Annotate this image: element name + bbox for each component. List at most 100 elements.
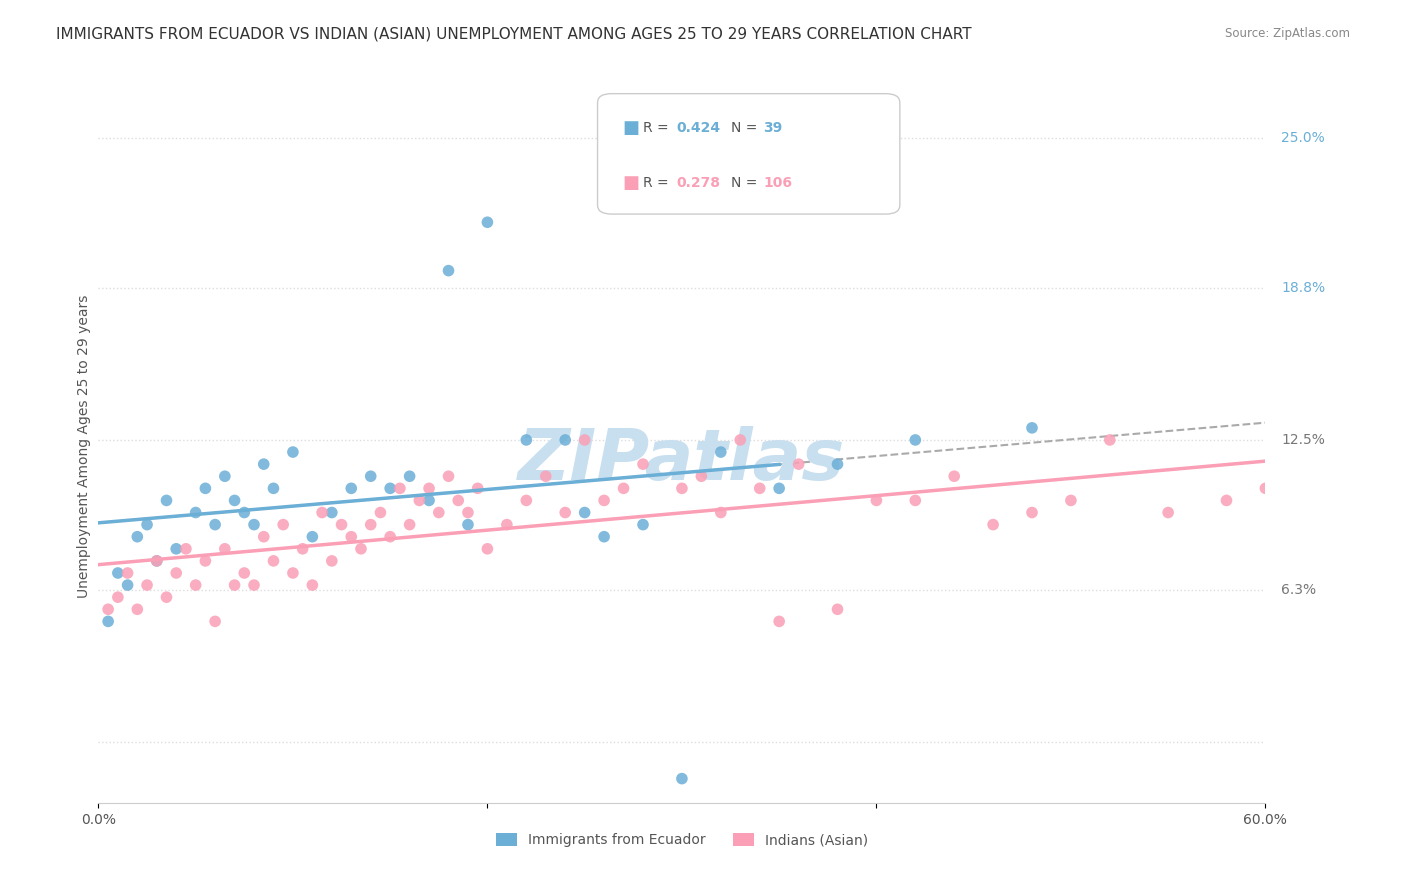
Text: 0.278: 0.278 xyxy=(676,176,720,190)
Point xyxy=(943,469,966,483)
Point xyxy=(1098,433,1121,447)
Point xyxy=(865,493,887,508)
Point xyxy=(97,602,120,616)
Point xyxy=(534,469,557,483)
Point xyxy=(127,602,149,616)
Point xyxy=(194,481,217,495)
Y-axis label: Unemployment Among Ages 25 to 29 years: Unemployment Among Ages 25 to 29 years xyxy=(77,294,91,598)
Point xyxy=(388,481,411,495)
Legend: Immigrants from Ecuador, Indians (Asian): Immigrants from Ecuador, Indians (Asian) xyxy=(491,828,873,853)
Point xyxy=(233,566,256,580)
Point xyxy=(291,541,314,556)
Point xyxy=(117,578,139,592)
Point xyxy=(184,506,207,520)
Point xyxy=(496,517,519,532)
Point xyxy=(214,541,236,556)
Point xyxy=(321,554,343,568)
Point xyxy=(467,481,489,495)
Point xyxy=(194,554,217,568)
Point xyxy=(184,578,207,592)
Point xyxy=(204,615,226,629)
Point xyxy=(380,530,402,544)
Point xyxy=(243,517,266,532)
Text: 18.8%: 18.8% xyxy=(1281,281,1324,294)
Point xyxy=(107,566,129,580)
Text: 39: 39 xyxy=(763,120,783,135)
Point xyxy=(477,215,499,229)
Point xyxy=(146,554,169,568)
Point xyxy=(136,578,159,592)
Point xyxy=(408,493,430,508)
Text: ■: ■ xyxy=(623,174,640,192)
Text: 106: 106 xyxy=(763,176,793,190)
Point xyxy=(418,481,440,495)
Text: R =: R = xyxy=(643,176,672,190)
Point xyxy=(136,517,159,532)
Point xyxy=(710,445,733,459)
Point xyxy=(146,554,169,568)
Point xyxy=(593,530,616,544)
Text: 0.424: 0.424 xyxy=(676,120,720,135)
Point xyxy=(301,578,323,592)
Point xyxy=(690,469,713,483)
Point xyxy=(612,481,634,495)
Point xyxy=(253,530,276,544)
Text: R =: R = xyxy=(643,120,672,135)
Text: ZIPatlas: ZIPatlas xyxy=(519,425,845,495)
Point xyxy=(214,469,236,483)
Point xyxy=(271,517,294,532)
Point xyxy=(380,481,402,495)
Text: N =: N = xyxy=(731,176,762,190)
Point xyxy=(1157,506,1180,520)
Point xyxy=(330,517,353,532)
Point xyxy=(321,506,343,520)
Point xyxy=(631,457,654,471)
Point xyxy=(281,445,304,459)
Point xyxy=(1254,481,1277,495)
Text: IMMIGRANTS FROM ECUADOR VS INDIAN (ASIAN) UNEMPLOYMENT AMONG AGES 25 TO 29 YEARS: IMMIGRANTS FROM ECUADOR VS INDIAN (ASIAN… xyxy=(56,27,972,42)
Point xyxy=(398,469,420,483)
Point xyxy=(360,469,382,483)
Point xyxy=(174,541,197,556)
Text: 6.3%: 6.3% xyxy=(1281,583,1316,597)
Point xyxy=(281,566,304,580)
Point xyxy=(233,506,256,520)
Point xyxy=(262,481,284,495)
Point xyxy=(204,517,226,532)
Point xyxy=(437,469,460,483)
Point xyxy=(418,493,440,508)
Point xyxy=(671,481,693,495)
Point xyxy=(360,517,382,532)
Point xyxy=(1021,421,1043,435)
Point xyxy=(515,433,537,447)
Point xyxy=(631,517,654,532)
Text: 12.5%: 12.5% xyxy=(1281,433,1324,447)
Point xyxy=(437,263,460,277)
Text: ■: ■ xyxy=(623,119,640,136)
Point xyxy=(554,433,576,447)
Text: N =: N = xyxy=(731,120,762,135)
Text: 25.0%: 25.0% xyxy=(1281,130,1324,145)
Point xyxy=(398,517,420,532)
Point xyxy=(671,772,693,786)
Point xyxy=(515,493,537,508)
Point xyxy=(370,506,392,520)
Point xyxy=(340,481,363,495)
Point xyxy=(1021,506,1043,520)
Point xyxy=(127,530,149,544)
Point xyxy=(748,481,770,495)
Point xyxy=(457,506,479,520)
Text: Source: ZipAtlas.com: Source: ZipAtlas.com xyxy=(1225,27,1350,40)
Point xyxy=(593,493,616,508)
Point xyxy=(981,517,1004,532)
Point xyxy=(768,615,790,629)
Point xyxy=(117,566,139,580)
Point xyxy=(311,506,333,520)
Point xyxy=(224,578,246,592)
Point xyxy=(165,566,187,580)
Point xyxy=(787,457,810,471)
Point xyxy=(262,554,284,568)
Point xyxy=(97,615,120,629)
Point xyxy=(340,530,363,544)
Point xyxy=(427,506,450,520)
